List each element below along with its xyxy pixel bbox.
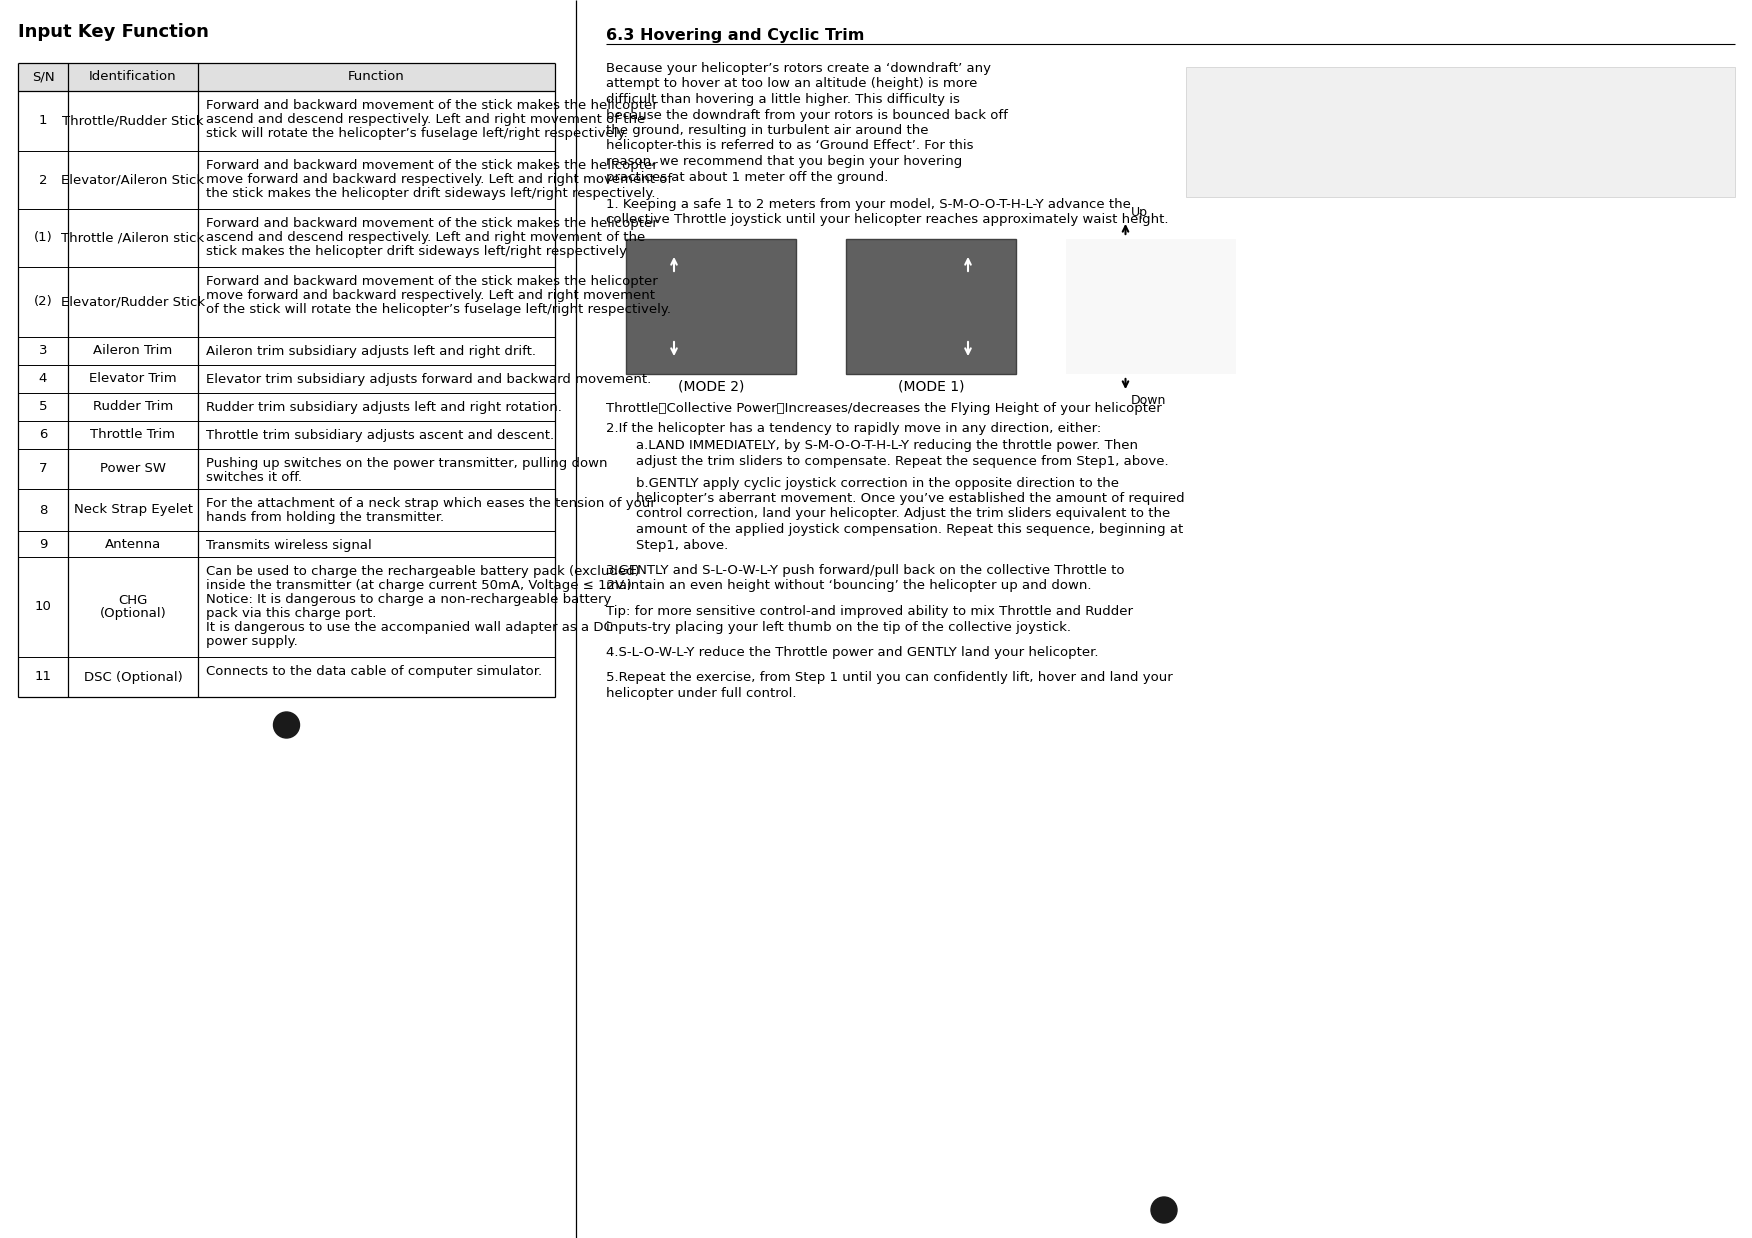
- Text: Notice: It is dangerous to charge a non-rechargeable battery: Notice: It is dangerous to charge a non-…: [207, 593, 611, 605]
- Text: It is dangerous to use the accompanied wall adapter as a DC: It is dangerous to use the accompanied w…: [207, 621, 613, 634]
- Text: Rudder Trim: Rudder Trim: [93, 401, 173, 413]
- Text: Identification: Identification: [89, 71, 177, 83]
- Text: helicopter under full control.: helicopter under full control.: [606, 687, 797, 699]
- Text: 3.GENTLY and S-L-O-W-L-Y push forward/pull back on the collective Throttle to: 3.GENTLY and S-L-O-W-L-Y push forward/pu…: [606, 565, 1125, 577]
- Text: Rudder trim subsidiary adjusts left and right rotation.: Rudder trim subsidiary adjusts left and …: [207, 401, 562, 413]
- Text: Forward and backward movement of the stick makes the helicopter: Forward and backward movement of the sti…: [207, 217, 657, 230]
- Text: Elevator/Rudder Stick: Elevator/Rudder Stick: [61, 296, 205, 308]
- Text: control correction, land your helicopter. Adjust the trim sliders equivalent to : control correction, land your helicopter…: [636, 508, 1170, 520]
- Text: b.GENTLY apply cyclic joystick correction in the opposite direction to the: b.GENTLY apply cyclic joystick correctio…: [636, 477, 1120, 489]
- Circle shape: [273, 712, 300, 738]
- Text: Power SW: Power SW: [100, 463, 166, 475]
- Text: Throttle Trim: Throttle Trim: [91, 428, 175, 442]
- Text: 4.S-L-O-W-L-Y reduce the Throttle power and GENTLY land your helicopter.: 4.S-L-O-W-L-Y reduce the Throttle power …: [606, 646, 1099, 659]
- Text: pack via this charge port.: pack via this charge port.: [207, 607, 377, 620]
- Text: switches it off.: switches it off.: [207, 470, 301, 484]
- Bar: [1065, 239, 1235, 374]
- Text: practices at about 1 meter off the ground.: practices at about 1 meter off the groun…: [606, 171, 888, 183]
- Bar: [18, 63, 555, 92]
- Text: stick makes the helicopter drift sideways left/right respectively: stick makes the helicopter drift sideway…: [207, 245, 627, 258]
- Text: adjust the trim sliders to compensate. Repeat the sequence from Step1, above.: adjust the trim sliders to compensate. R…: [636, 456, 1169, 468]
- Text: reason, we recommend that you begin your hovering: reason, we recommend that you begin your…: [606, 155, 962, 168]
- Text: a.LAND IMMEDIATELY, by S-M-O-O-T-H-L-Y reducing the throttle power. Then: a.LAND IMMEDIATELY, by S-M-O-O-T-H-L-Y r…: [636, 439, 1139, 453]
- Text: 8: 8: [39, 504, 47, 516]
- Text: Neck Strap Eyelet: Neck Strap Eyelet: [74, 504, 193, 516]
- Text: For the attachment of a neck strap which eases the tension of your: For the attachment of a neck strap which…: [207, 496, 655, 510]
- Text: of the stick will rotate the helicopter’s fuselage left/right respectively.: of the stick will rotate the helicopter’…: [207, 303, 671, 316]
- Text: collective Throttle joystick until your helicopter reaches approximately waist h: collective Throttle joystick until your …: [606, 213, 1169, 227]
- Text: Elevator Trim: Elevator Trim: [89, 373, 177, 385]
- Text: S/N: S/N: [32, 71, 54, 83]
- Text: Aileron Trim: Aileron Trim: [93, 344, 173, 358]
- Text: Pushing up switches on the power transmitter, pulling down: Pushing up switches on the power transmi…: [207, 457, 608, 470]
- Text: Throttle/Rudder Stick: Throttle/Rudder Stick: [63, 114, 203, 128]
- Text: Down: Down: [1130, 394, 1165, 407]
- Text: Transmits wireless signal: Transmits wireless signal: [207, 539, 371, 552]
- Text: move forward and backward respectively. Left and right movement of: move forward and backward respectively. …: [207, 173, 673, 186]
- Bar: [846, 239, 1016, 374]
- Text: 1: 1: [39, 114, 47, 128]
- Text: hands from holding the transmitter.: hands from holding the transmitter.: [207, 511, 443, 524]
- Text: Step1, above.: Step1, above.: [636, 539, 729, 551]
- Text: Throttle（Collective Power）Increases/decreases the Flying Height of your helicopt: Throttle（Collective Power）Increases/decr…: [606, 402, 1162, 415]
- Text: the ground, resulting in turbulent air around the: the ground, resulting in turbulent air a…: [606, 124, 929, 137]
- Bar: [1186, 67, 1734, 197]
- Text: 11: 11: [35, 671, 51, 683]
- Text: power supply.: power supply.: [207, 635, 298, 647]
- Text: amount of the applied joystick compensation. Repeat this sequence, beginning at: amount of the applied joystick compensat…: [636, 522, 1183, 536]
- Text: inside the transmitter (at charge current 50mA, Voltage ≤ 12V.): inside the transmitter (at charge curren…: [207, 579, 632, 592]
- Text: 10: 10: [35, 600, 51, 614]
- Text: 5.Repeat the exercise, from Step 1 until you can confidently lift, hover and lan: 5.Repeat the exercise, from Step 1 until…: [606, 671, 1172, 685]
- Text: 7: 7: [39, 463, 47, 475]
- Text: Function: Function: [349, 71, 405, 83]
- Text: (MODE 2): (MODE 2): [678, 379, 745, 392]
- Text: 3: 3: [39, 344, 47, 358]
- Text: 5: 5: [282, 718, 291, 732]
- Text: 14: 14: [1155, 1203, 1174, 1217]
- Text: move forward and backward respectively. Left and right movement: move forward and backward respectively. …: [207, 288, 655, 302]
- Text: Connects to the data cable of computer simulator.: Connects to the data cable of computer s…: [207, 665, 541, 678]
- Text: DSC (Optional): DSC (Optional): [84, 671, 182, 683]
- Text: Can be used to charge the rechargeable battery pack (excluded): Can be used to charge the rechargeable b…: [207, 565, 639, 578]
- Text: CHG: CHG: [119, 593, 147, 607]
- Text: because the downdraft from your rotors is bounced back off: because the downdraft from your rotors i…: [606, 109, 1007, 121]
- Text: maintain an even height without ‘bouncing’ the helicopter up and down.: maintain an even height without ‘bouncin…: [606, 579, 1091, 593]
- Text: Forward and backward movement of the stick makes the helicopter: Forward and backward movement of the sti…: [207, 99, 657, 111]
- Text: difficult than hovering a little higher. This difficulty is: difficult than hovering a little higher.…: [606, 93, 960, 106]
- Text: (2): (2): [33, 296, 53, 308]
- Text: 6: 6: [39, 428, 47, 442]
- Text: 9: 9: [39, 537, 47, 551]
- Text: the stick makes the helicopter drift sideways left/right respectively.: the stick makes the helicopter drift sid…: [207, 187, 655, 201]
- Text: Up: Up: [1130, 206, 1148, 219]
- Text: 1. Keeping a safe 1 to 2 meters from your model, S-M-O-O-T-H-L-Y advance the: 1. Keeping a safe 1 to 2 meters from you…: [606, 198, 1130, 210]
- Text: Elevator/Aileron Stick: Elevator/Aileron Stick: [61, 173, 205, 187]
- Text: (1): (1): [33, 232, 53, 244]
- Text: 6.3 Hovering and Cyclic Trim: 6.3 Hovering and Cyclic Trim: [606, 28, 864, 43]
- Text: Forward and backward movement of the stick makes the helicopter: Forward and backward movement of the sti…: [207, 275, 657, 288]
- Text: helicopter-this is referred to as ‘Ground Effect’. For this: helicopter-this is referred to as ‘Groun…: [606, 140, 974, 152]
- Text: (Optional): (Optional): [100, 608, 166, 620]
- Text: Forward and backward movement of the stick makes the helicopter: Forward and backward movement of the sti…: [207, 158, 657, 172]
- Text: Because your helicopter’s rotors create a ‘downdraft’ any: Because your helicopter’s rotors create …: [606, 62, 992, 76]
- Text: inputs-try placing your left thumb on the tip of the collective joystick.: inputs-try placing your left thumb on th…: [606, 620, 1070, 634]
- Circle shape: [1151, 1197, 1177, 1223]
- Text: attempt to hover at too low an altitude (height) is more: attempt to hover at too low an altitude …: [606, 78, 978, 90]
- Text: ascend and descend respectively. Left and right movement of the: ascend and descend respectively. Left an…: [207, 113, 645, 126]
- Text: Tip: for more sensitive control-and improved ability to mix Throttle and Rudder: Tip: for more sensitive control-and impr…: [606, 605, 1134, 618]
- Text: (MODE 1): (MODE 1): [897, 379, 964, 392]
- Text: Aileron trim subsidiary adjusts left and right drift.: Aileron trim subsidiary adjusts left and…: [207, 345, 536, 358]
- Bar: [625, 239, 795, 374]
- Text: Throttle /Aileron stick: Throttle /Aileron stick: [61, 232, 205, 244]
- Text: 5: 5: [39, 401, 47, 413]
- Text: stick will rotate the helicopter’s fuselage left/right respectively.: stick will rotate the helicopter’s fusel…: [207, 128, 627, 140]
- Text: Antenna: Antenna: [105, 537, 161, 551]
- Text: 2.If the helicopter has a tendency to rapidly move in any direction, either:: 2.If the helicopter has a tendency to ra…: [606, 422, 1102, 435]
- Text: ascend and descend respectively. Left and right movement of the: ascend and descend respectively. Left an…: [207, 232, 645, 244]
- Text: Elevator trim subsidiary adjusts forward and backward movement.: Elevator trim subsidiary adjusts forward…: [207, 373, 652, 386]
- Text: Input Key Function: Input Key Function: [18, 24, 208, 41]
- Text: helicopter’s aberrant movement. Once you’ve established the amount of required: helicopter’s aberrant movement. Once you…: [636, 491, 1184, 505]
- Text: 4: 4: [39, 373, 47, 385]
- Text: Throttle trim subsidiary adjusts ascent and descent.: Throttle trim subsidiary adjusts ascent …: [207, 430, 554, 442]
- Text: 2: 2: [39, 173, 47, 187]
